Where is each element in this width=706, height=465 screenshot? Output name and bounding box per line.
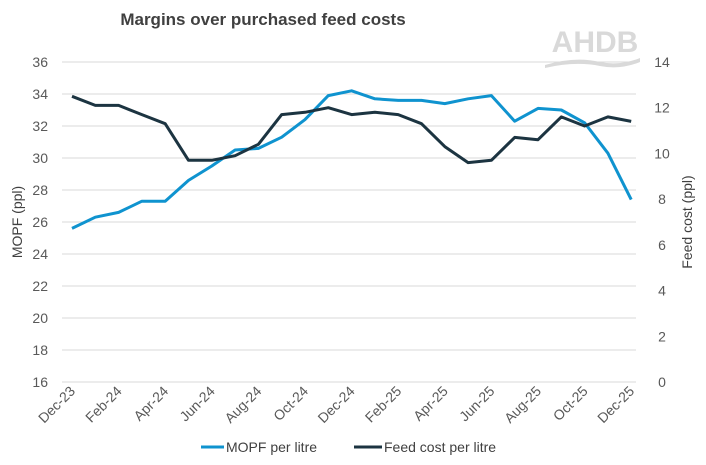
right-tick-label: 14 xyxy=(654,54,670,70)
right-tick-label: 0 xyxy=(658,374,666,390)
left-tick-label: 36 xyxy=(32,54,48,70)
left-tick-label: 22 xyxy=(32,278,48,294)
gridlines xyxy=(62,61,636,383)
legend: MOPF per litre Feed cost per litre xyxy=(201,439,496,455)
right-tick-label: 2 xyxy=(658,328,666,344)
right-tick-label: 12 xyxy=(654,100,670,116)
x-tick-label: Dec-25 xyxy=(594,383,637,426)
x-tick-label: Oct-25 xyxy=(550,383,591,424)
x-tick-label: Oct-24 xyxy=(270,383,311,424)
right-axis-ticks: 0 2 4 6 8 10 12 14 xyxy=(654,54,670,390)
x-tick-label: Aug-24 xyxy=(221,383,264,426)
left-tick-label: 18 xyxy=(32,342,48,358)
left-tick-label: 24 xyxy=(32,246,48,262)
ahdb-logo: AHDB xyxy=(545,26,640,68)
left-tick-label: 16 xyxy=(32,374,48,390)
series-lines xyxy=(71,89,633,230)
right-tick-label: 8 xyxy=(658,191,666,207)
x-tick-label: Feb-24 xyxy=(82,383,125,426)
left-axis-title: MOPF (ppl) xyxy=(9,186,25,258)
right-tick-label: 6 xyxy=(658,237,666,253)
x-tick-label: Apr-24 xyxy=(130,383,171,424)
x-tick-label: Aug-25 xyxy=(501,383,544,426)
x-tick-label: Apr-25 xyxy=(410,383,451,424)
x-tick-label: Feb-25 xyxy=(362,383,405,426)
right-tick-label: 4 xyxy=(658,283,666,299)
x-tick-label: Jun-24 xyxy=(176,383,218,425)
left-axis-ticks: 16 18 20 22 24 26 28 30 32 34 36 xyxy=(32,54,48,390)
x-axis-ticks: Dec-23 Feb-24 Apr-24 Jun-24 Aug-24 Oct-24 Dec-… xyxy=(35,383,638,426)
left-tick-label: 34 xyxy=(32,86,48,102)
left-tick-label: 20 xyxy=(32,310,48,326)
feed-cost-line xyxy=(71,94,632,165)
left-tick-label: 30 xyxy=(32,150,48,166)
left-tick-label: 28 xyxy=(32,182,48,198)
chart-title: Margins over purchased feed costs xyxy=(120,10,405,29)
legend-label-feed: Feed cost per litre xyxy=(384,439,496,455)
x-tick-label: Jun-25 xyxy=(456,383,498,425)
right-tick-label: 10 xyxy=(654,145,670,161)
right-axis-title: Feed cost (ppl) xyxy=(679,175,695,268)
svg-text:AHDB: AHDB xyxy=(552,26,639,59)
mopf-line xyxy=(71,89,633,230)
left-tick-label: 26 xyxy=(32,214,48,230)
left-tick-label: 32 xyxy=(32,118,48,134)
legend-label-mopf: MOPF per litre xyxy=(226,439,317,455)
x-tick-label: Dec-24 xyxy=(314,383,357,426)
